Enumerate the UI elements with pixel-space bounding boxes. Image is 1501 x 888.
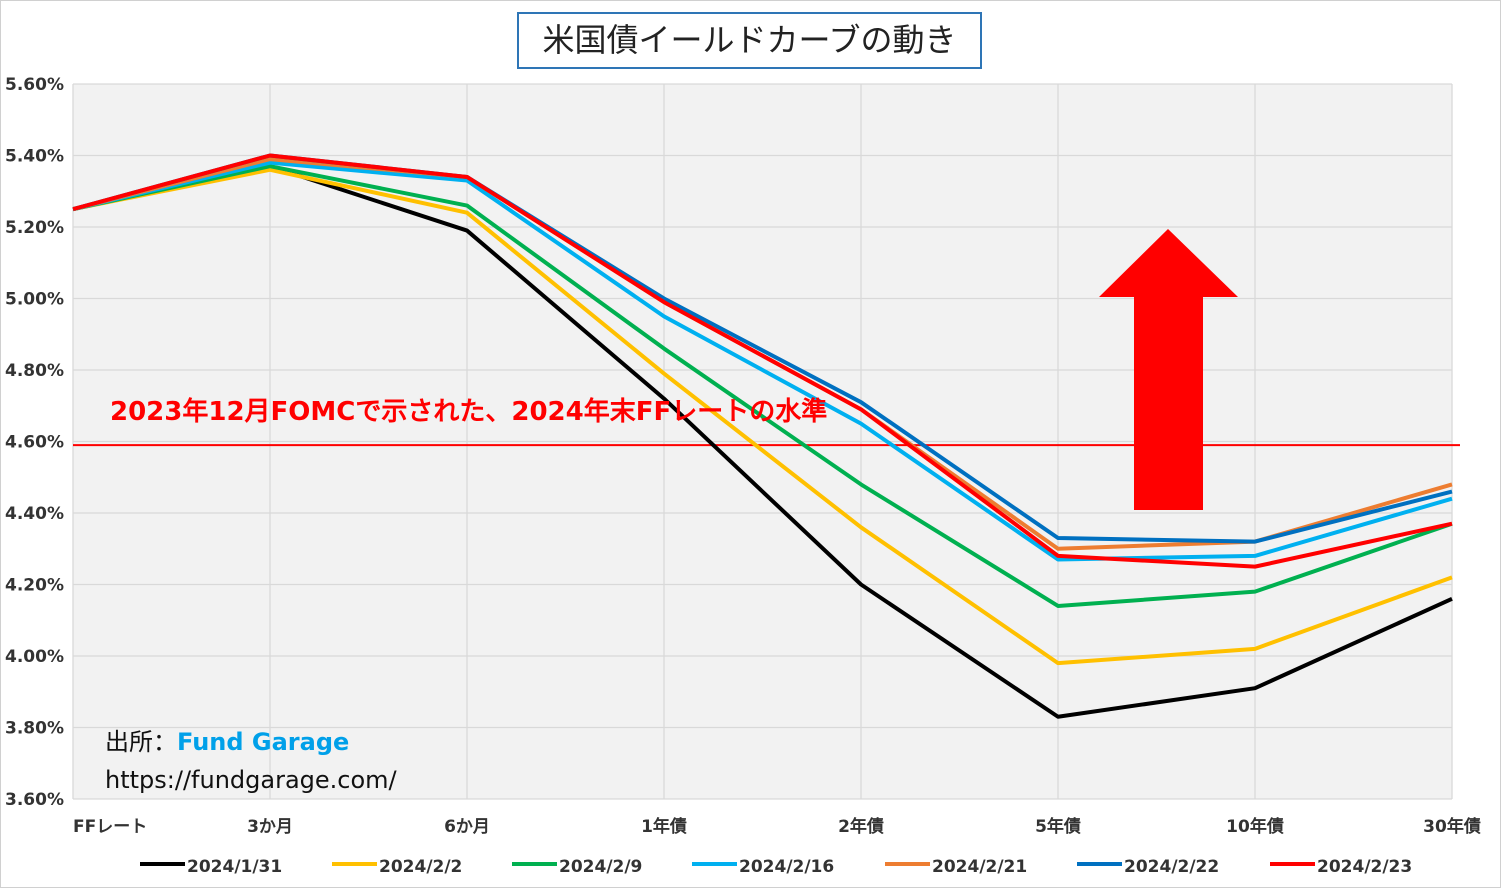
x-tick-label: 2年債 bbox=[838, 816, 884, 837]
up-arrow-icon bbox=[1099, 229, 1238, 510]
legend-label: 2024/2/2 bbox=[379, 857, 462, 877]
source-label: 出所：Fund Garage bbox=[105, 722, 349, 757]
chart-title: 米国債イールドカーブの動き bbox=[517, 12, 982, 69]
y-tick-label: 4.80% bbox=[5, 361, 64, 381]
y-tick-label: 4.20% bbox=[5, 576, 64, 596]
legend-label: 2024/2/9 bbox=[559, 857, 642, 877]
series-line-2024/2/9 bbox=[72, 164, 1453, 608]
source-name: Fund Garage bbox=[177, 728, 350, 756]
y-tick-label: 3.80% bbox=[5, 719, 64, 739]
y-tick-label: 5.20% bbox=[5, 218, 64, 238]
source-url: https://fundgarage.com/ bbox=[105, 766, 397, 794]
x-tick-label: 6か月 bbox=[444, 817, 490, 837]
series-line-2024/2/23 bbox=[72, 153, 1453, 569]
legend-label: 2024/2/22 bbox=[1124, 857, 1219, 877]
series-line-2024/2/2 bbox=[72, 167, 1453, 666]
y-tick-label: 3.60% bbox=[5, 790, 64, 810]
y-tick-label: 4.60% bbox=[5, 433, 64, 453]
series-line-2024/2/16 bbox=[72, 160, 1453, 562]
reference-line-label: 2023年12月FOMCで示された、2024年末FFレートの水準 bbox=[110, 396, 827, 427]
y-tick-label: 5.40% bbox=[5, 147, 64, 167]
legend-label: 2024/2/16 bbox=[739, 857, 834, 877]
x-tick-label: 3か月 bbox=[247, 817, 293, 837]
x-tick-label: 10年債 bbox=[1226, 816, 1284, 837]
y-tick-label: 4.00% bbox=[5, 647, 64, 667]
legend-label: 2024/2/23 bbox=[1317, 857, 1412, 877]
x-tick-label: 30年債 bbox=[1423, 816, 1481, 837]
x-tick-label: 1年債 bbox=[641, 816, 687, 837]
x-tick-label: 5年債 bbox=[1035, 816, 1081, 837]
legend-label: 2024/2/21 bbox=[932, 857, 1027, 877]
legend-label: 2024/1/31 bbox=[187, 857, 282, 877]
x-tick-label: FFレート bbox=[73, 817, 147, 837]
source-prefix: 出所： bbox=[105, 728, 177, 756]
y-tick-label: 4.40% bbox=[5, 504, 64, 524]
y-tick-label: 5.60% bbox=[5, 75, 64, 95]
y-tick-label: 5.00% bbox=[5, 290, 64, 310]
